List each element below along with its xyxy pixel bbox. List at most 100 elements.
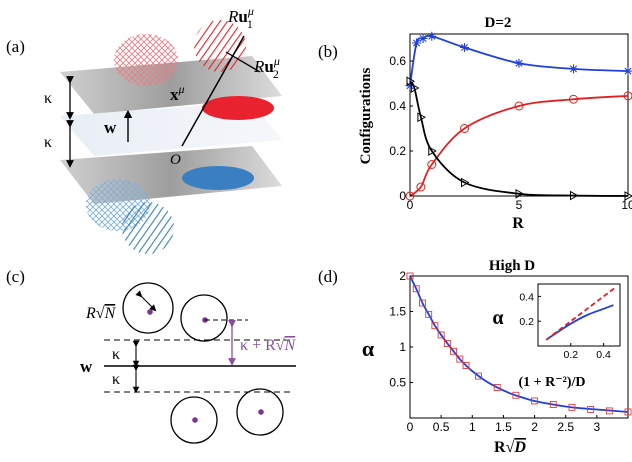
panel-d-ticks: 0 0.5 1 1.5 2 2.5 3 0.5 1 1.5 2 <box>389 269 600 434</box>
y-tick-label: 2 <box>399 269 406 283</box>
y-tick-label: 0.2 <box>519 316 534 328</box>
red-solid-manifold <box>202 96 274 120</box>
u2-axis <box>225 51 261 73</box>
manifold-circle-top-right <box>180 294 228 342</box>
series-line-1 <box>409 94 629 197</box>
red-cross-hatch-manifold <box>114 34 178 86</box>
panel-b-title: D=2 <box>485 15 512 31</box>
x-tick-label: 0 <box>407 420 414 434</box>
blue-line-hatch-manifold <box>122 202 174 254</box>
data-point <box>624 408 632 416</box>
panel-label-c: (c) <box>6 267 25 286</box>
x-tick-label: 10 <box>621 198 632 212</box>
data-point <box>462 362 470 369</box>
x-tick-label: 0.5 <box>433 420 450 434</box>
data-point <box>417 112 426 123</box>
panel-d-plot-area <box>406 272 632 416</box>
data-point <box>416 182 426 192</box>
R-u1-label: Ruμ 1 <box>227 4 254 31</box>
kappa-plus-r-sqrt-n-label: κ + R√N <box>240 337 297 354</box>
series-line-1 <box>545 287 616 341</box>
manifold-center-dot <box>192 417 198 423</box>
manifold-center-dot <box>147 309 153 315</box>
data-point <box>570 190 579 201</box>
x-mu-vector <box>181 35 245 147</box>
x-tick-label: 0.2 <box>563 349 578 361</box>
panel-b-plot-area <box>405 31 632 201</box>
data-point <box>428 146 437 156</box>
panel-b-ylabel: Configurations <box>358 68 374 165</box>
data-point <box>410 83 420 93</box>
y-tick-label: 0.6 <box>389 54 406 68</box>
x-tick-label: 0.4 <box>596 349 611 361</box>
data-point <box>605 407 613 415</box>
data-point <box>512 391 520 399</box>
w-c-label: w <box>80 357 93 376</box>
radius-arrow <box>135 290 157 312</box>
data-point <box>437 331 445 339</box>
y-tick-label: 0.4 <box>519 291 534 303</box>
data-point <box>427 31 437 41</box>
data-point <box>431 322 439 330</box>
panel-label-a: (a) <box>6 37 25 56</box>
x-tick-label: 5 <box>516 198 523 212</box>
red-line-hatch-manifold <box>194 20 246 72</box>
y-tick-label: 0.4 <box>389 99 406 113</box>
manifold-circle-bottom-left <box>170 396 218 444</box>
panel-d-ylabel: α <box>362 336 375 361</box>
data-point <box>461 177 470 188</box>
x-tick-label: 2 <box>531 420 538 434</box>
panel-d-xlabel: R√D <box>494 439 526 456</box>
manifold-circle-bottom-right <box>236 388 284 436</box>
data-point <box>427 160 437 169</box>
kappa-c-bottom: κ <box>112 371 120 388</box>
inset-ticks: 0.2 0.4 0.2 0.4 <box>519 291 611 361</box>
data-point <box>405 81 415 91</box>
panel-a: (a) κ κ O w xμ Ruμ 1 Ruμ 2 <box>6 4 282 254</box>
panel-b-ticks: 0 5 10 0 0.2 0.4 0.6 <box>389 54 632 212</box>
y-tick-label: 1 <box>399 340 406 354</box>
data-point <box>460 124 469 133</box>
x-mu-label: xμ <box>170 82 185 104</box>
data-point <box>412 285 420 293</box>
data-point <box>514 101 524 111</box>
panel-d: (d) High D 0 0.5 1 1.5 2 2.5 3 0.5 1 1.5 2 α R√D 0… <box>318 258 632 456</box>
data-point <box>568 403 576 411</box>
data-point <box>450 347 458 355</box>
data-point <box>531 397 539 405</box>
data-point <box>549 401 557 408</box>
inset-ylabel: α <box>492 307 503 329</box>
inset-plot-area <box>545 287 616 341</box>
origin-label: O <box>170 152 181 168</box>
data-point <box>425 310 433 318</box>
r-sqrt-n-label: R√N <box>85 305 117 322</box>
panel-label-d: (d) <box>318 267 338 286</box>
w-label: w <box>104 118 117 137</box>
y-tick-label: 0.5 <box>389 376 406 390</box>
panel-b-axes-box <box>409 33 629 197</box>
data-point <box>419 299 426 307</box>
R-u2-label: Ruμ 2 <box>253 54 280 81</box>
kappa-c-top: κ <box>112 346 120 363</box>
panel-c: (c) R√N κ κ w κ + R√N <box>6 267 297 444</box>
panel-d-title: High D <box>489 258 535 274</box>
inset-xlabel: (1 + R⁻²)/D <box>519 375 586 390</box>
x-tick-label: 1 <box>469 420 476 434</box>
data-point <box>623 91 632 101</box>
data-point <box>587 406 595 413</box>
blue-solid-manifold <box>182 166 254 190</box>
data-point <box>406 76 416 87</box>
y-tick-label: 1.5 <box>389 305 406 319</box>
data-point <box>456 355 464 363</box>
data-point <box>569 94 578 104</box>
panel-b: (b) D=2 0 5 10 0 0.2 0.4 0.6 Configurations R <box>318 15 632 232</box>
data-point <box>418 34 428 43</box>
data-point <box>443 340 451 347</box>
x-tick-label: 3 <box>594 420 601 434</box>
y-tick-label: 0 <box>399 189 406 203</box>
data-point <box>405 191 415 201</box>
data-point <box>475 372 482 380</box>
x-tick-label: 1.5 <box>495 420 512 434</box>
data-point <box>493 384 501 391</box>
